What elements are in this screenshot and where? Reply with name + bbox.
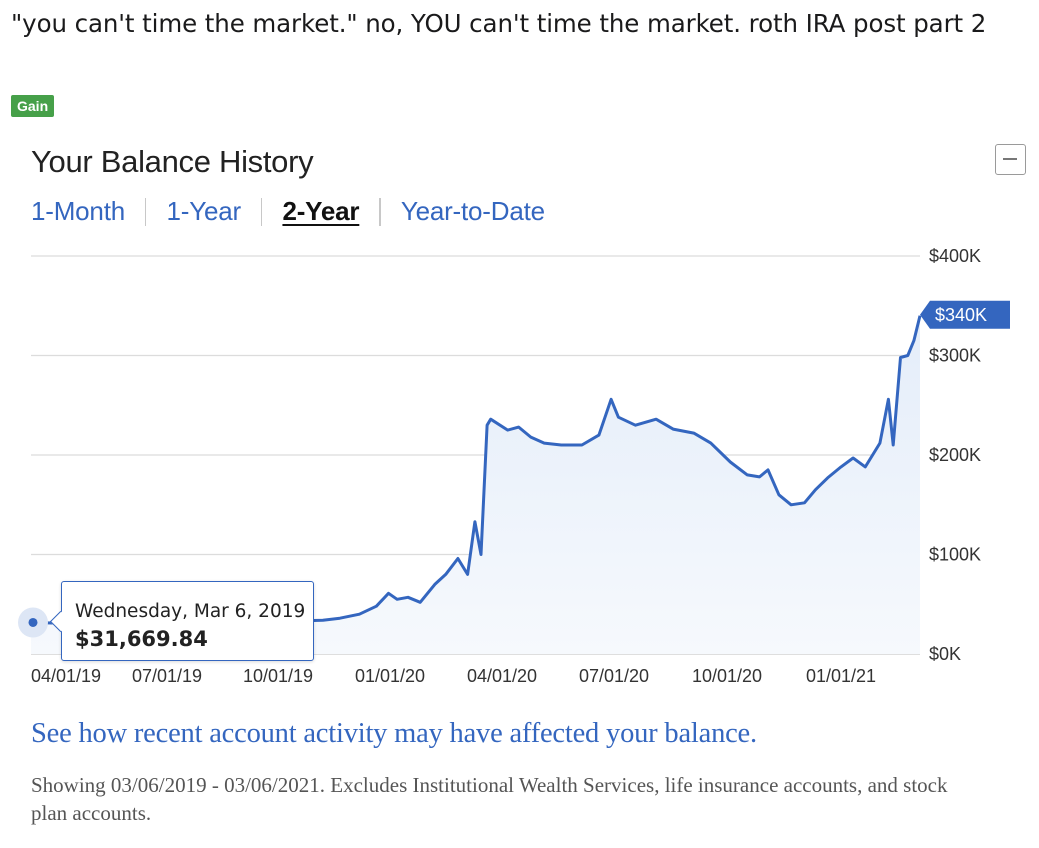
balance-history-title: Your Balance History xyxy=(31,144,314,179)
tab-separator xyxy=(260,197,263,226)
x-axis-tick-label: 04/01/20 xyxy=(467,666,537,686)
tab-1-year[interactable]: 1-Year xyxy=(166,196,241,226)
account-activity-link[interactable]: See how recent account activity may have… xyxy=(31,718,757,749)
balance-line xyxy=(30,315,922,625)
tab-2-year[interactable]: 2-Year xyxy=(282,196,360,226)
x-axis-tick-label: 07/01/20 xyxy=(579,666,649,686)
x-axis-tick-label: 01/01/21 xyxy=(806,666,876,686)
collapse-button[interactable] xyxy=(995,144,1026,175)
hover-point[interactable] xyxy=(28,617,38,627)
current-value-badge: $340K xyxy=(920,300,1010,329)
tab-separator xyxy=(144,197,147,226)
y-axis-tick-label: $0K xyxy=(929,644,961,664)
balance-tooltip: Wednesday, Mar 6, 2019 $31,669.84 xyxy=(49,581,314,661)
x-axis-tick-label: 07/01/19 xyxy=(132,666,202,686)
balance-area-fill xyxy=(31,315,920,654)
tab-year-to-date[interactable]: Year-to-Date xyxy=(400,196,545,226)
y-axis-tick-label: $200K xyxy=(929,445,981,465)
post-title[interactable]: "you can't time the market." no, YOU can… xyxy=(11,9,987,38)
gain-flair-badge[interactable]: Gain xyxy=(11,95,55,117)
y-axis-tick-label: $300K xyxy=(929,346,981,366)
tooltip-date: Wednesday, Mar 6, 2019 xyxy=(75,601,306,622)
tooltip-amount: $31,669.84 xyxy=(75,627,208,651)
x-axis-tick-label: 04/01/19 xyxy=(31,666,101,686)
x-axis-tick-label: 10/01/20 xyxy=(692,666,762,686)
y-axis-tick-label: $400K xyxy=(929,246,981,266)
period-tabs: 1-Month 1-Year 2-Year Year-to-Date xyxy=(31,196,545,227)
current-value-label: $340K xyxy=(935,305,987,325)
minus-icon xyxy=(1003,158,1017,160)
tab-1-month[interactable]: 1-Month xyxy=(31,196,125,226)
balance-history-chart[interactable]: $400K $300K $200K $100K $0K 04/01/19 07/01/19… xyxy=(0,230,1039,695)
tab-separator xyxy=(379,197,381,226)
x-axis-tick-label: 01/01/20 xyxy=(355,666,425,686)
y-axis-tick-label: $100K xyxy=(929,545,981,565)
x-axis-tick-label: 10/01/19 xyxy=(243,666,313,686)
date-range-footnote: Showing 03/06/2019 - 03/06/2021. Exclude… xyxy=(31,773,948,825)
